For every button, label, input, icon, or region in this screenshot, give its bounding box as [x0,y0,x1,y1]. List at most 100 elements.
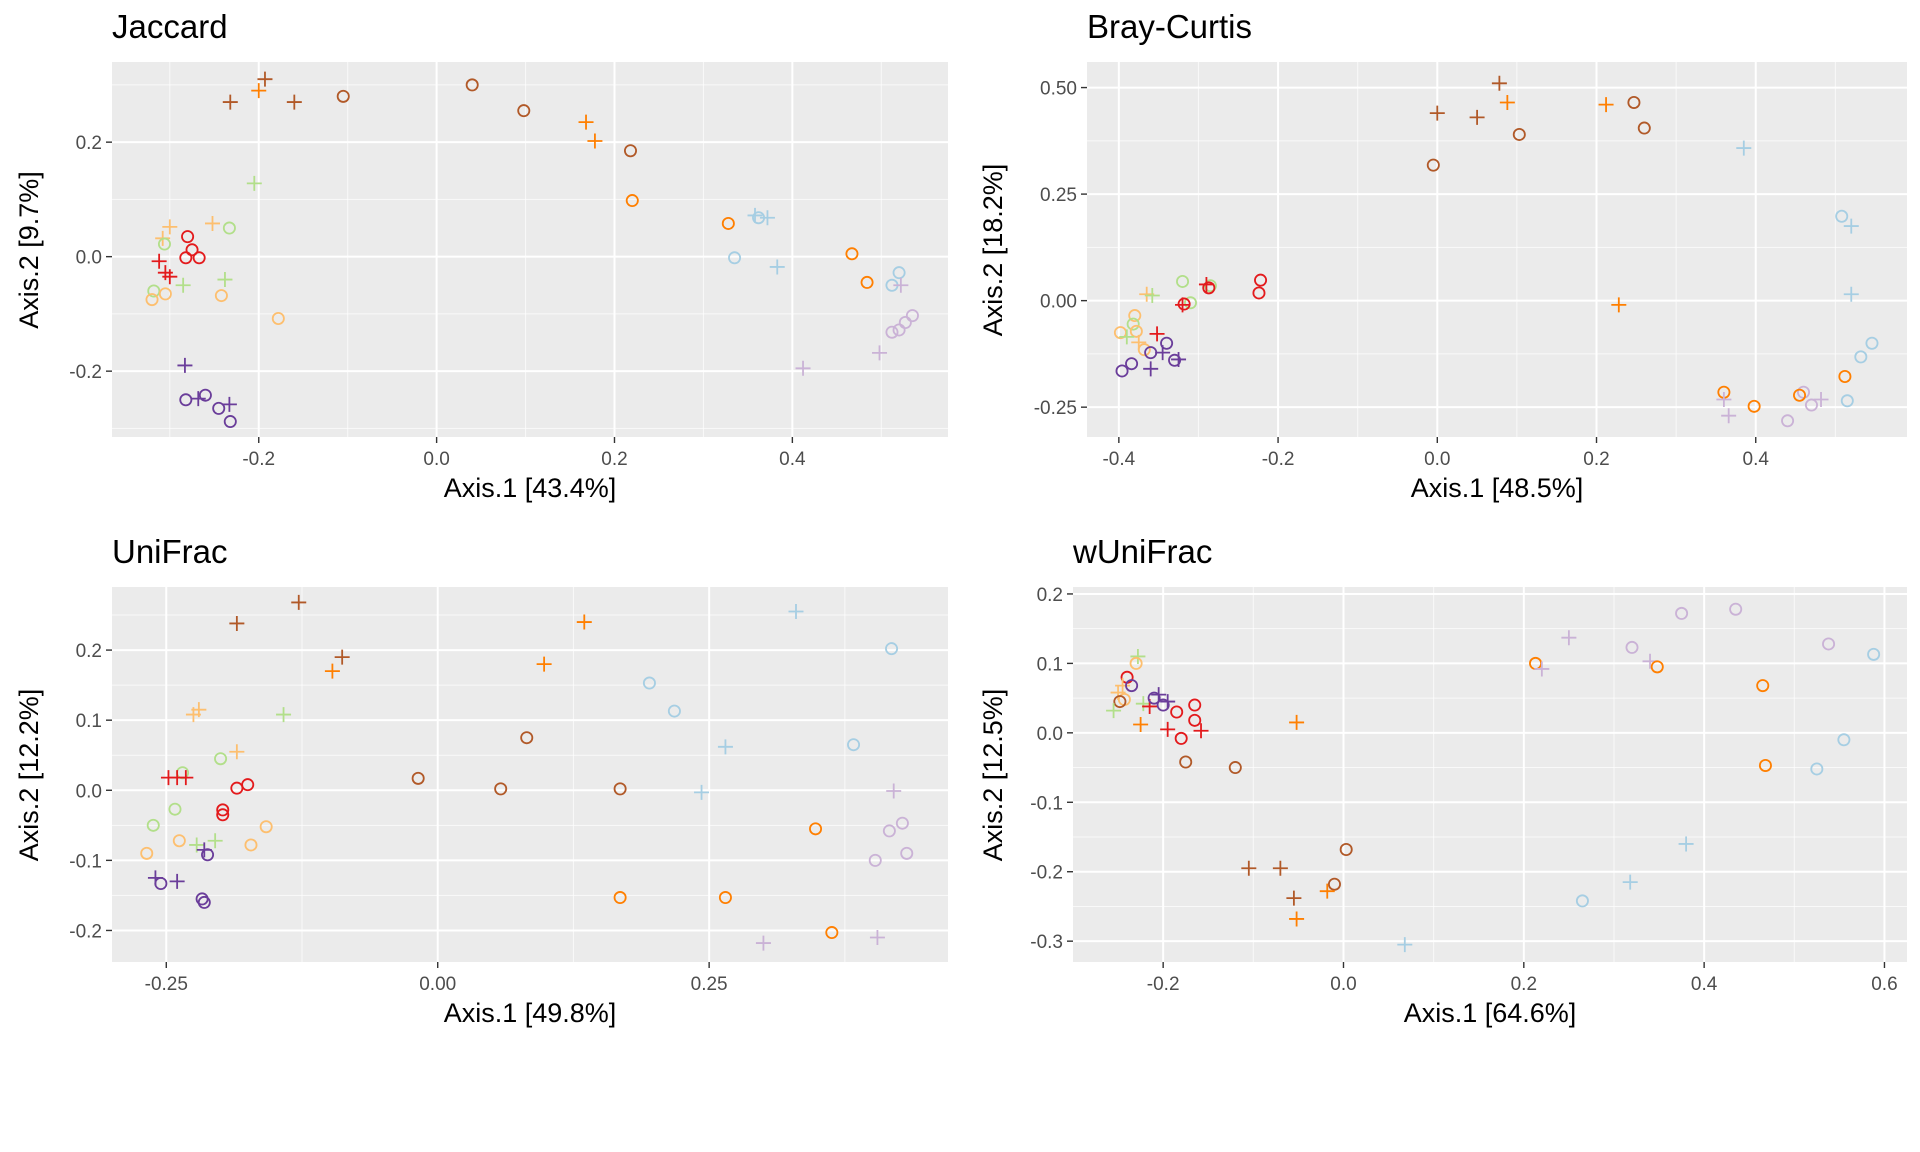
data-point-cross [1721,408,1737,424]
data-point-circle [1125,357,1139,371]
data-point-cross [291,594,307,610]
data-point-cross [257,71,273,87]
data-point-circle [212,401,226,415]
data-points [140,594,914,951]
data-point-circle [1254,273,1268,287]
x-tick-label: -0.2 [242,449,275,470]
data-point-circle [1327,877,1341,891]
data-point-circle [1512,127,1526,141]
data-point-circle [613,782,627,796]
data-point-circle [1804,398,1818,412]
x-axis-label: Axis.1 [43.4%] [444,473,617,503]
data-point-cross [1534,661,1550,677]
data-point-circle [230,781,244,795]
data-point-circle [613,891,627,905]
data-point-circle [1174,731,1188,745]
data-point-circle [1756,679,1770,693]
data-point-circle [1188,713,1202,727]
data-point-cross [177,357,193,373]
data-point-circle [158,287,172,301]
data-point-circle [1840,394,1854,408]
data-point-cross [276,707,292,723]
data-point-circle [1854,350,1868,364]
data-point-circle [181,230,195,244]
data-point-cross [872,345,888,361]
y-tick-label: 0.00 [1040,292,1077,313]
y-tick-label: 0.25 [1040,185,1077,206]
data-point-cross [747,207,763,223]
data-point-circle [847,738,861,752]
data-point-cross [286,94,302,110]
data-point-cross [1110,685,1126,701]
data-point-cross [1286,890,1302,906]
gridlines [1087,62,1907,437]
panel-title: wUniFrac [1072,533,1212,570]
data-point-cross [222,94,238,110]
data-point-circle [860,275,874,289]
data-point-circle [216,808,230,822]
data-point-cross [1499,94,1515,110]
data-point-cross [190,391,206,407]
data-point-circle [197,895,211,909]
data-point-circle [1156,698,1170,712]
y-tick-label: 0.2 [1037,585,1063,606]
data-point-circle [222,221,236,235]
data-point-cross [246,175,262,191]
data-point-circle [885,642,899,656]
y-tick-label: 0.1 [1037,654,1063,675]
data-point-circle [1137,343,1151,357]
y-tick-label: -0.25 [1034,398,1077,419]
data-point-cross [207,833,223,849]
x-tick-label: 0.25 [691,974,728,995]
x-tick-label: 0.4 [1743,449,1770,470]
data-point-circle [1835,209,1849,223]
data-point-circle [1125,679,1139,693]
data-point-cross [1611,297,1627,313]
data-point-circle [1650,660,1664,674]
data-point-circle [900,846,914,860]
data-point-circle [1339,843,1353,857]
data-point-circle [1176,274,1190,288]
data-point-cross [1175,297,1191,313]
data-point-circle [882,824,896,838]
data-point-circle [1867,647,1881,661]
data-point-circle [1113,695,1127,709]
data-point-circle [1252,286,1266,300]
data-point-circle [465,78,479,92]
data-point-circle [1128,309,1142,323]
x-axis-label: Axis.1 [48.5%] [1411,473,1584,503]
data-point-cross [694,784,710,800]
data-point-circle [1758,758,1772,772]
data-point-circle [625,194,639,208]
data-point-circle [179,393,193,407]
data-point-cross [324,663,340,679]
data-point-circle [1202,281,1216,295]
data-point-circle [1781,414,1795,428]
panel-title: Jaccard [112,8,228,45]
x-axis-label: Axis.1 [49.8%] [444,998,617,1028]
data-point-circle [667,704,681,718]
data-point-cross [1491,75,1507,91]
data-point-circle [892,266,906,280]
data-point-circle [728,251,742,265]
plot-background [112,62,948,437]
data-point-circle [145,293,159,307]
data-point-cross [1149,326,1165,342]
data-point-circle [809,822,823,836]
y-axis-label: Axis.2 [18.2%] [978,164,1008,337]
data-point-cross [1289,714,1305,730]
data-point-cross [1151,687,1167,703]
data-point-cross [221,396,237,412]
data-point-circle [336,89,350,103]
data-point-circle [885,325,899,339]
data-point-circle [179,251,193,265]
plot-background [112,587,948,962]
data-point-cross [1119,329,1135,345]
data-point-cross [886,783,902,799]
data-point-circle [1144,346,1158,360]
data-point-cross [759,210,775,226]
data-point-circle [1837,733,1851,747]
data-point-circle [892,323,906,337]
data-point-cross [1397,937,1413,953]
data-point-circle [623,144,637,158]
